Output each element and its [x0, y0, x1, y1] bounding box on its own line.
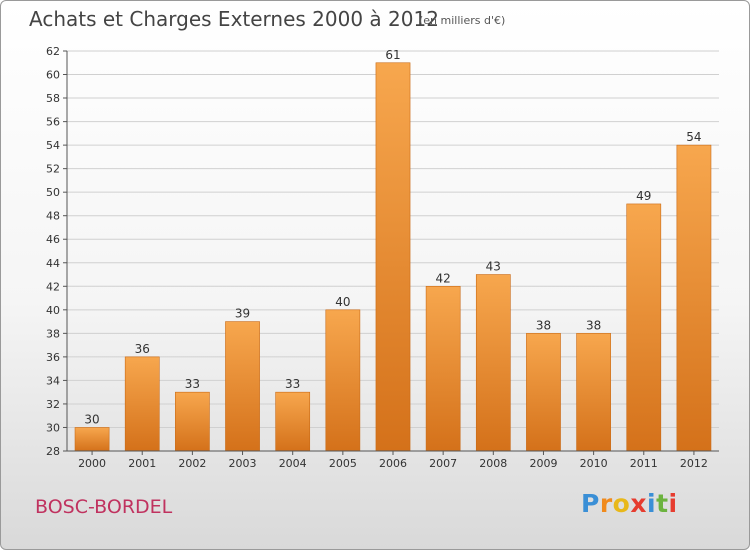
data-label-2010: 38	[586, 318, 601, 332]
data-label-2011: 49	[636, 189, 651, 203]
x-tick-label-2007: 2007	[429, 457, 457, 470]
logo-letter: i	[647, 489, 657, 518]
bar-2010	[576, 333, 611, 452]
bar-2012	[676, 144, 712, 452]
x-tick-label-2006: 2006	[379, 457, 407, 470]
commune-name: BOSC-BORDEL	[35, 496, 173, 518]
chart-subtitle: (en milliers d'€)	[419, 14, 506, 27]
y-tick-label: 46	[46, 233, 60, 246]
bar-2001	[124, 356, 160, 452]
bar-2004	[275, 391, 311, 452]
y-tick-label: 48	[46, 210, 60, 223]
logo-letter: t	[656, 489, 669, 518]
y-tick-label: 38	[46, 327, 60, 340]
data-label-2009: 38	[536, 318, 551, 332]
x-tick-label-2001: 2001	[128, 457, 156, 470]
x-tick-label-2003: 2003	[229, 457, 257, 470]
logo-letter: i	[668, 489, 678, 518]
y-tick-label: 34	[46, 374, 60, 387]
bar-2009	[526, 333, 561, 452]
bar-2011	[626, 203, 662, 452]
data-label-2000: 30	[84, 412, 99, 426]
data-label-2006: 61	[385, 48, 400, 62]
data-label-2012: 54	[686, 130, 701, 144]
y-tick-label: 60	[46, 69, 60, 82]
data-label-2008: 43	[486, 260, 501, 274]
axes: 28 30 32 34 36 38 40 42 44 46 48 50 52 54 56 58 60 62 2000…	[46, 45, 719, 470]
bar-2008	[475, 274, 511, 452]
x-tick-label-2002: 2002	[178, 457, 206, 470]
bar-2003	[225, 321, 260, 452]
x-tick-label-2010: 2010	[580, 457, 608, 470]
y-tick-label: 58	[46, 92, 60, 105]
bar-2005	[325, 309, 361, 452]
x-tick-label-2011: 2011	[630, 457, 658, 470]
y-tick-label: 40	[46, 304, 60, 317]
y-tick-label: 56	[46, 116, 60, 129]
y-tick-label: 54	[46, 139, 60, 152]
x-tick-label-2004: 2004	[279, 457, 307, 470]
data-label-2001: 36	[135, 342, 150, 356]
x-tick-label-2012: 2012	[680, 457, 708, 470]
data-label-2004: 33	[285, 377, 300, 391]
bars: 30 36 33 39 33 40 61 42 43 38 38 49 54	[74, 48, 712, 452]
data-label-2007: 42	[436, 271, 451, 285]
chart-title: Achats et Charges Externes 2000 à 2012	[29, 7, 439, 31]
x-tick-label-2000: 2000	[78, 457, 106, 470]
logo-letter: o	[612, 489, 631, 518]
x-tick-label-2008: 2008	[479, 457, 507, 470]
y-tick-label: 44	[46, 257, 60, 270]
logo-letter: r	[599, 489, 613, 518]
data-label-2002: 33	[185, 377, 200, 391]
y-tick-label: 42	[46, 280, 60, 293]
data-label-2003: 39	[235, 307, 250, 321]
y-tick-label: 62	[46, 45, 60, 58]
y-tick-label: 52	[46, 163, 60, 176]
x-tick-label-2009: 2009	[529, 457, 557, 470]
x-tick-label-2005: 2005	[329, 457, 357, 470]
logo-letter: x	[630, 489, 647, 518]
y-tick-label: 36	[46, 351, 60, 364]
y-tick-label: 30	[46, 421, 60, 434]
logo-letter: P	[581, 489, 600, 518]
bar-2006	[375, 62, 411, 452]
y-tick-label: 50	[46, 186, 60, 199]
y-tick-label: 32	[46, 398, 60, 411]
bar-2000	[74, 427, 110, 452]
proxiti-logo: Proxiti	[581, 489, 678, 518]
y-tick-label: 28	[46, 445, 60, 458]
bar-2002	[175, 391, 210, 452]
data-label-2005: 40	[335, 295, 350, 309]
bar-2007	[425, 285, 461, 452]
